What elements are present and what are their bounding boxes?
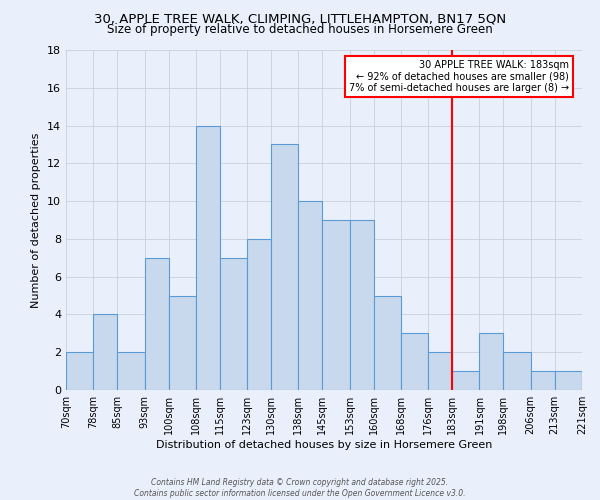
Bar [350,220,374,390]
Bar [271,144,298,390]
Bar [298,201,322,390]
Bar [554,371,582,390]
X-axis label: Distribution of detached houses by size in Horsemere Green: Distribution of detached houses by size … [156,440,492,450]
Bar [220,258,247,390]
Bar [531,371,554,390]
Bar [196,126,220,390]
Bar [452,371,479,390]
Bar [374,296,401,390]
Bar [247,239,271,390]
Text: Size of property relative to detached houses in Horsemere Green: Size of property relative to detached ho… [107,22,493,36]
Bar [169,296,196,390]
Bar [66,352,94,390]
Bar [401,334,428,390]
Bar [503,352,531,390]
Text: 30, APPLE TREE WALK, CLIMPING, LITTLEHAMPTON, BN17 5QN: 30, APPLE TREE WALK, CLIMPING, LITTLEHAM… [94,12,506,26]
Bar [117,352,145,390]
Bar [94,314,117,390]
Bar [322,220,350,390]
Y-axis label: Number of detached properties: Number of detached properties [31,132,41,308]
Bar [479,334,503,390]
Text: 30 APPLE TREE WALK: 183sqm
← 92% of detached houses are smaller (98)
7% of semi-: 30 APPLE TREE WALK: 183sqm ← 92% of deta… [349,60,569,94]
Bar [582,371,600,390]
Bar [428,352,452,390]
Text: Contains HM Land Registry data © Crown copyright and database right 2025.
Contai: Contains HM Land Registry data © Crown c… [134,478,466,498]
Bar [145,258,169,390]
